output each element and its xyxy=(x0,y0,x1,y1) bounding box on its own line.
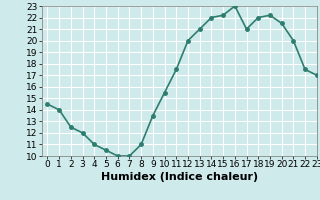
X-axis label: Humidex (Indice chaleur): Humidex (Indice chaleur) xyxy=(100,172,258,182)
